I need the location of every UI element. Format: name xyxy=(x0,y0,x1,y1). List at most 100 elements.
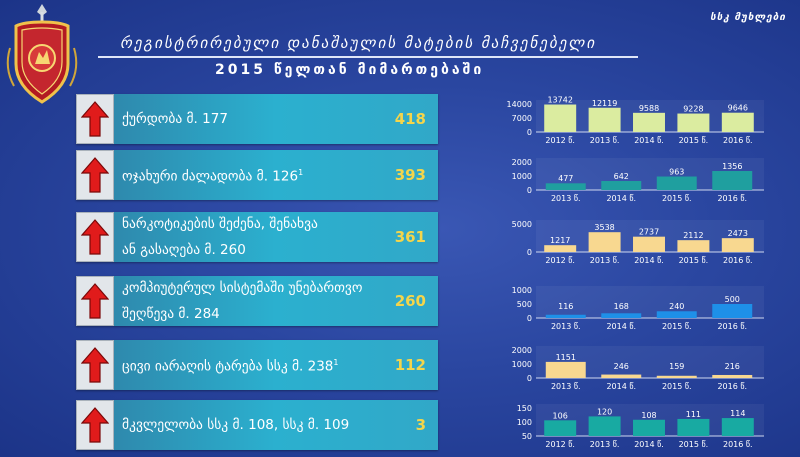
data-label: 9646 xyxy=(728,104,748,113)
y-tick-label: 14000 xyxy=(507,100,532,109)
chart-svg: 50 100 150 106 2012 წ. 120 2013 წ. 108 2014 წ. 11… xyxy=(517,404,764,449)
category-label: 2014 წ. xyxy=(606,193,636,203)
data-bar xyxy=(588,107,621,132)
y-tick-label: 0 xyxy=(527,248,532,257)
data-bar xyxy=(544,420,577,436)
data-label: 963 xyxy=(669,168,684,177)
category-label: 2014 წ. xyxy=(634,135,664,145)
data-label: 500 xyxy=(725,295,740,304)
crime-row: ნარკოტიკების შეძენა, შენახვა ან გასაღება … xyxy=(76,212,438,262)
category-label: 2015 წ. xyxy=(679,135,709,145)
category-label: 2015 წ. xyxy=(679,255,709,265)
category-label: 2012 წ. xyxy=(545,439,575,449)
category-label: 2016 წ. xyxy=(723,439,753,449)
chart-svg: 0 1000 2000 477 2013 წ. 642 2014 წ. 963 2015 წ. 1… xyxy=(512,158,764,203)
chart-svg: 0 500 1000 116 2013 წ. 168 2014 წ. 240 2015 წ. 50… xyxy=(512,286,764,331)
data-bar xyxy=(545,361,586,378)
data-label: 106 xyxy=(553,411,568,420)
data-label: 108 xyxy=(641,411,656,420)
data-label: 240 xyxy=(669,302,684,311)
page-subtitle: 2015 წელთან მიმართებაში xyxy=(215,62,485,78)
data-bar xyxy=(601,313,642,318)
data-label: 2473 xyxy=(728,229,748,238)
increase-value: 112 xyxy=(394,356,426,374)
data-label: 120 xyxy=(597,407,612,416)
corner-label: სსკ მუხლები xyxy=(710,12,786,23)
data-label: 9588 xyxy=(639,104,659,113)
y-tick-label: 150 xyxy=(517,404,532,413)
category-label: 2014 წ. xyxy=(634,439,664,449)
crime-label: მკვლელობა სსკ მ. 108, სსკ მ. 109 xyxy=(122,400,378,450)
page-title: რეგისტრირებული დანაშაულის მატების მაჩვენ… xyxy=(120,34,597,52)
trend-chart: 0 7000 14000 13742 2012 წ. 12119 2013 წ. 9588 20… xyxy=(490,94,800,152)
data-bar xyxy=(721,238,754,252)
trend-chart: 0 1000 2000 477 2013 წ. 642 2014 წ. 963 2015 წ. 1… xyxy=(490,152,800,210)
chart-svg: 0 7000 14000 13742 2012 წ. 12119 2013 წ. 9588 20… xyxy=(507,96,764,145)
crime-label: ოჯახური ძალადობა მ. 1261 xyxy=(122,150,378,200)
category-label: 2015 წ. xyxy=(662,381,692,391)
category-label: 2013 წ. xyxy=(551,321,581,331)
increase-arrow-icon xyxy=(76,150,114,200)
data-label: 168 xyxy=(614,302,629,311)
data-label: 1151 xyxy=(556,353,576,362)
data-label: 114 xyxy=(730,409,745,418)
category-label: 2012 წ. xyxy=(545,135,575,145)
category-label: 2016 წ. xyxy=(717,193,747,203)
increase-value: 260 xyxy=(394,292,426,310)
increase-arrow-icon xyxy=(76,276,114,326)
data-bar xyxy=(677,418,710,436)
category-label: 2013 წ. xyxy=(551,381,581,391)
category-label: 2015 წ. xyxy=(662,193,692,203)
data-label: 3538 xyxy=(594,223,614,232)
crime-label: ცივი იარაღის ტარება სსკ მ. 2381 xyxy=(122,340,378,390)
category-label: 2015 წ. xyxy=(679,439,709,449)
category-label: 2013 წ. xyxy=(590,439,620,449)
y-tick-label: 50 xyxy=(522,432,532,441)
crime-label-line: შეღწევა მ. 284 xyxy=(122,306,220,322)
article-superscript: 1 xyxy=(298,168,304,178)
crime-label-line: ცივი იარაღის ტარება სსკ მ. 2381 xyxy=(122,358,339,375)
trend-chart: 0 1000 2000 1151 2013 წ. 246 2014 წ. 159 2015 წ.… xyxy=(490,340,800,398)
category-label: 2016 წ. xyxy=(723,255,753,265)
y-tick-label: 1000 xyxy=(512,360,532,369)
data-bar xyxy=(712,304,753,318)
increase-arrow-icon xyxy=(76,400,114,450)
trend-chart: 0 5000 1217 2012 წ. 3538 2013 წ. 2737 2014 წ. 21… xyxy=(490,214,800,272)
crime-row: ცივი იარაღის ტარება სსკ მ. 2381 112 xyxy=(76,340,438,390)
y-tick-label: 0 xyxy=(527,314,532,323)
data-bar xyxy=(601,374,642,378)
category-label: 2015 წ. xyxy=(662,321,692,331)
data-label: 642 xyxy=(614,172,629,181)
y-tick-label: 5000 xyxy=(512,220,532,229)
data-label: 12119 xyxy=(592,99,617,108)
crime-label-line: ოჯახური ძალადობა მ. 1261 xyxy=(122,168,304,185)
category-label: 2013 წ. xyxy=(551,193,581,203)
data-bar xyxy=(633,236,665,252)
data-label: 2112 xyxy=(683,231,703,240)
article-superscript: 1 xyxy=(333,358,339,368)
data-label: 111 xyxy=(686,410,701,419)
data-bar xyxy=(633,419,665,436)
y-tick-label: 500 xyxy=(517,300,532,309)
increase-value: 418 xyxy=(394,110,426,128)
increase-arrow-icon xyxy=(76,94,114,144)
increase-value: 3 xyxy=(415,416,426,434)
data-bar xyxy=(545,314,586,318)
increase-value: 361 xyxy=(394,228,426,246)
data-bar xyxy=(721,418,754,436)
data-bar xyxy=(588,416,621,436)
data-label: 13742 xyxy=(547,96,572,105)
crime-label-line: ქურდობა მ. 177 xyxy=(122,111,228,127)
title-divider xyxy=(98,56,638,58)
data-bar xyxy=(544,245,577,252)
data-bar xyxy=(544,104,577,132)
y-tick-label: 2000 xyxy=(512,346,532,355)
crime-row: ოჯახური ძალადობა მ. 1261 393 xyxy=(76,150,438,200)
category-label: 2016 წ. xyxy=(717,381,747,391)
crime-row: მკვლელობა სსკ მ. 108, სსკ მ. 109 3 xyxy=(76,400,438,450)
category-label: 2014 წ. xyxy=(606,381,636,391)
y-tick-label: 2000 xyxy=(512,158,532,167)
data-bar xyxy=(633,112,665,132)
data-label: 159 xyxy=(669,362,684,371)
data-bar xyxy=(656,176,697,190)
